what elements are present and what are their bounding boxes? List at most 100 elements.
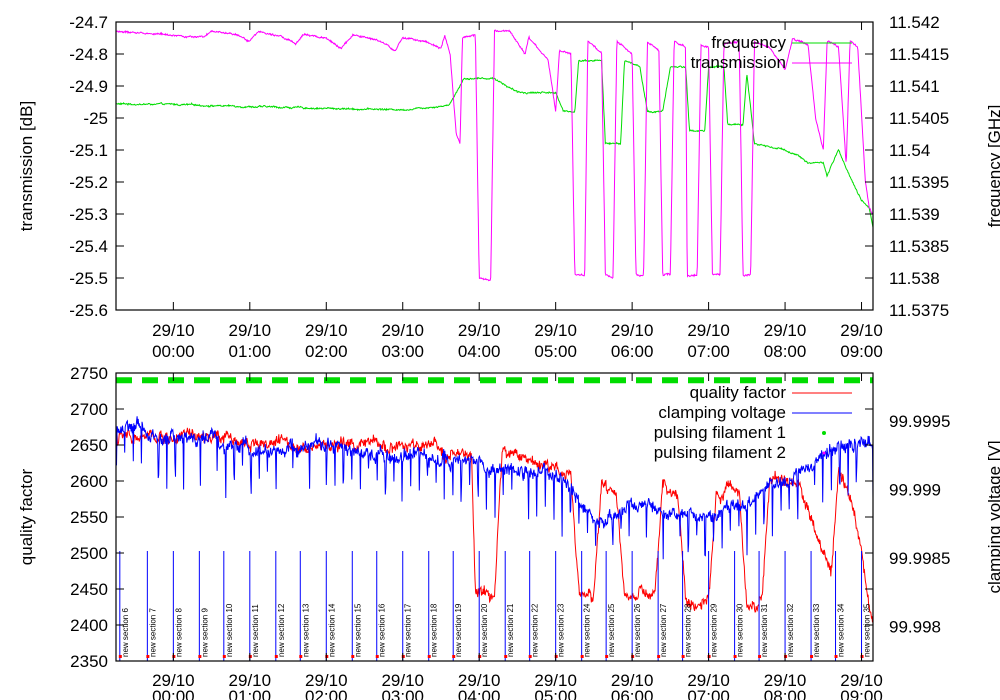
y2-tick-label: 99.999 xyxy=(889,481,941,500)
x-tick-time: 02:00 xyxy=(305,687,348,700)
x-tick-date: 29/10 xyxy=(152,671,195,690)
section-marker-label: new section 6 xyxy=(121,608,130,657)
legend-swatch xyxy=(822,451,826,455)
y-tick-label: 2400 xyxy=(70,616,108,635)
section-marker-label: new section 24 xyxy=(583,603,592,657)
y-tick-label: -25.3 xyxy=(69,205,108,224)
y-tick-label: 2650 xyxy=(70,436,108,455)
x-tick-date: 29/10 xyxy=(534,671,577,690)
section-marker-label: new section 26 xyxy=(633,603,642,657)
y-tick-label: 2600 xyxy=(70,472,108,491)
section-marker-label: new section 21 xyxy=(506,603,515,657)
section-markers: new section 6 new section 7 new section 8 n… xyxy=(118,551,872,661)
section-marker-dot xyxy=(146,655,150,658)
x-tick-time: 02:00 xyxy=(305,342,348,361)
x-tick-date: 29/10 xyxy=(840,671,883,690)
legend-label: clamping voltage xyxy=(658,403,786,422)
y-tick-label: -24.8 xyxy=(69,45,108,64)
section-marker-dot xyxy=(198,655,202,658)
x-tick-date: 29/10 xyxy=(764,671,807,690)
section-marker-dot xyxy=(810,655,814,658)
section-marker-label: new section 7 xyxy=(148,608,157,657)
transmission-frequency-panel: -24.7 -24.8 -24.9 -25 -25.1 -25.2 -25.3 -25.4 -2… xyxy=(17,13,1000,361)
section-marker-label: new section 16 xyxy=(378,603,387,657)
section-marker-label: new section 27 xyxy=(659,603,668,657)
section-marker-dot xyxy=(580,655,584,658)
section-marker-label: new section 30 xyxy=(736,603,745,657)
x-tick-date: 29/10 xyxy=(152,321,195,340)
section-marker-dot xyxy=(299,655,303,658)
plot-lines xyxy=(116,29,873,282)
y-tick-label: -25.2 xyxy=(69,173,108,192)
y-tick-label: -25.5 xyxy=(69,269,108,288)
y2-tick-label: 11.5415 xyxy=(889,45,949,64)
y-tick-label: 2700 xyxy=(70,400,108,419)
section-marker-dot xyxy=(758,655,762,658)
series-transmission xyxy=(116,29,873,282)
section-marker-label: new section 18 xyxy=(430,603,439,657)
y-tick-label: -25 xyxy=(83,109,108,128)
section-marker-label: new section 14 xyxy=(327,603,336,657)
section-marker-dot xyxy=(504,655,508,658)
x-tick-date: 29/10 xyxy=(381,321,424,340)
x-tick-date: 29/10 xyxy=(305,671,348,690)
section-marker-dot xyxy=(351,655,355,658)
section-marker-dot xyxy=(681,655,685,658)
section-marker-label: new section 12 xyxy=(277,603,286,657)
legend-label: quality factor xyxy=(690,383,787,402)
y-tick-label: 2550 xyxy=(70,508,108,527)
series-quality-factor xyxy=(116,427,873,623)
x-tick-date: 29/10 xyxy=(687,671,730,690)
x-tick-time: 04:00 xyxy=(458,342,501,361)
section-marker-dot xyxy=(118,655,122,658)
section-marker-label: new section 10 xyxy=(225,603,234,657)
x-tick-date: 29/10 xyxy=(840,321,883,340)
x-tick-date: 29/10 xyxy=(611,321,654,340)
section-marker-label: new section 23 xyxy=(557,603,566,657)
y-tick-label: -25.4 xyxy=(69,237,108,256)
y2-tick-label: 11.542 xyxy=(889,13,940,32)
x-tick-date: 29/10 xyxy=(458,671,501,690)
x-tick-date: 29/10 xyxy=(687,321,730,340)
section-marker-dot xyxy=(452,655,456,658)
x-tick-time: 00:00 xyxy=(152,687,195,700)
x-tick-time: 08:00 xyxy=(764,342,807,361)
x-tick-time: 06:00 xyxy=(611,687,654,700)
section-marker-label: new section 25 xyxy=(607,603,616,657)
section-marker-label: new section 17 xyxy=(404,603,413,657)
section-marker-label: new section 13 xyxy=(301,603,310,657)
section-marker-label: new section 20 xyxy=(480,603,489,657)
section-marker-label: new section 29 xyxy=(710,603,719,657)
y2-tick-label: 11.5395 xyxy=(889,173,949,192)
y-tick-label: -24.7 xyxy=(69,13,108,32)
y2-tick-label: 11.54 xyxy=(889,141,930,160)
section-marker-dot xyxy=(657,655,661,658)
section-marker-label: new section 35 xyxy=(863,603,872,657)
x-tick-time: 07:00 xyxy=(687,342,730,361)
y2-tick-label: 99.998 xyxy=(889,618,941,637)
legend-swatch xyxy=(822,431,826,435)
section-marker-label: new section 32 xyxy=(786,603,795,657)
y2-tick-label: 99.9985 xyxy=(889,549,950,568)
plot-lines xyxy=(116,377,873,623)
x-tick-time: 03:00 xyxy=(381,342,424,361)
section-marker-dot xyxy=(427,655,431,658)
plot-frame xyxy=(115,21,874,311)
y2-tick-label: 11.538 xyxy=(889,269,940,288)
x-tick-date: 29/10 xyxy=(229,321,272,340)
y2-tick-label: 99.9995 xyxy=(889,412,950,431)
section-marker-dot xyxy=(274,655,278,658)
y-tick-label: 2450 xyxy=(70,580,108,599)
x-tick-time: 01:00 xyxy=(229,342,272,361)
series-frequency xyxy=(116,58,873,228)
axes: 2750 2700 2650 2600 2550 2500 2450 2400 2350 99.9… xyxy=(70,364,950,700)
section-marker-label: new section 15 xyxy=(353,603,362,657)
section-marker-label: new section 9 xyxy=(200,608,209,657)
x-tick-time: 05:00 xyxy=(534,342,577,361)
x-tick-time: 00:00 xyxy=(152,342,195,361)
section-marker-dot xyxy=(605,655,609,658)
section-marker-label: new section 19 xyxy=(454,603,463,657)
